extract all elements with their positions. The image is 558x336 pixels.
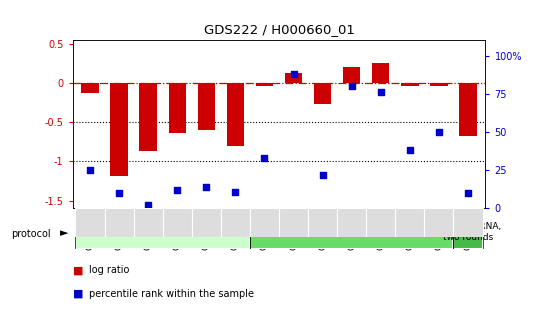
- Point: [464, 191, 473, 196]
- Bar: [81, 83, 99, 93]
- Bar: [401, 83, 418, 86]
- Point: [231, 189, 240, 194]
- Bar: [366, 208, 395, 237]
- Bar: [279, 208, 308, 237]
- Text: amplified RNA,
two rounds: amplified RNA, two rounds: [434, 222, 502, 242]
- Bar: [163, 208, 192, 237]
- Bar: [198, 83, 215, 130]
- Text: GDS222 / H000660_01: GDS222 / H000660_01: [204, 24, 354, 37]
- Bar: [140, 83, 157, 151]
- Bar: [221, 208, 250, 237]
- Point: [202, 184, 211, 190]
- Bar: [425, 208, 454, 237]
- Bar: [454, 215, 483, 249]
- Bar: [459, 83, 477, 136]
- Bar: [308, 208, 337, 237]
- Bar: [133, 208, 163, 237]
- Bar: [250, 208, 279, 237]
- Bar: [75, 215, 250, 249]
- Point: [318, 172, 327, 177]
- Point: [173, 187, 182, 193]
- Bar: [110, 83, 128, 175]
- Bar: [285, 73, 302, 83]
- Text: unamplified cDNA: unamplified cDNA: [122, 227, 204, 236]
- Bar: [192, 208, 221, 237]
- Point: [143, 203, 152, 208]
- Text: log ratio: log ratio: [89, 265, 129, 276]
- Bar: [169, 83, 186, 132]
- Text: amplified RNA, one round: amplified RNA, one round: [294, 227, 410, 236]
- Point: [406, 148, 415, 153]
- Bar: [104, 208, 133, 237]
- Bar: [395, 208, 425, 237]
- Point: [114, 191, 123, 196]
- Bar: [75, 208, 104, 237]
- Bar: [343, 67, 360, 83]
- Point: [260, 155, 269, 161]
- Bar: [75, 215, 250, 249]
- Bar: [227, 83, 244, 146]
- Point: [435, 129, 444, 135]
- Point: [289, 71, 298, 77]
- Bar: [250, 215, 454, 249]
- Point: [376, 90, 385, 95]
- Bar: [454, 215, 483, 249]
- Point: [85, 167, 94, 173]
- Text: percentile rank within the sample: percentile rank within the sample: [89, 289, 254, 299]
- Text: protocol: protocol: [11, 228, 51, 239]
- Bar: [430, 83, 448, 86]
- Text: ■: ■: [73, 289, 86, 299]
- Bar: [372, 63, 389, 83]
- Bar: [314, 83, 331, 104]
- Bar: [454, 208, 483, 237]
- Point: [347, 83, 356, 89]
- Bar: [250, 215, 454, 249]
- Text: ■: ■: [73, 265, 86, 276]
- Bar: [256, 83, 273, 86]
- Bar: [337, 208, 366, 237]
- Text: ►: ►: [60, 228, 69, 239]
